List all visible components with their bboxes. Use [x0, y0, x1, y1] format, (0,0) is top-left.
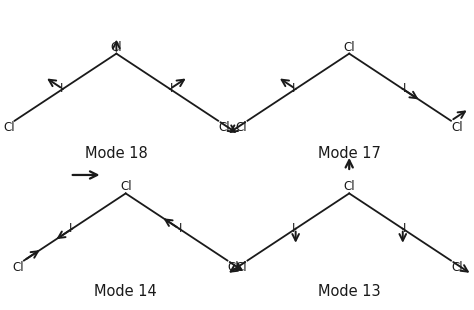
Text: I: I: [59, 82, 63, 95]
Text: Cl: Cl: [228, 260, 239, 273]
Text: Cl: Cl: [236, 260, 247, 273]
Text: I: I: [69, 222, 72, 235]
Text: I: I: [403, 222, 406, 235]
Text: Cl: Cl: [343, 180, 355, 193]
Text: Cl: Cl: [3, 121, 15, 134]
Text: I: I: [179, 222, 182, 235]
Text: I: I: [170, 82, 173, 95]
Text: Cl: Cl: [451, 121, 463, 134]
Text: I: I: [403, 82, 406, 95]
Text: I: I: [292, 82, 296, 95]
Text: I: I: [292, 222, 296, 235]
Text: Mode 18: Mode 18: [85, 146, 148, 161]
Text: Cl: Cl: [236, 121, 247, 134]
Text: Cl: Cl: [451, 260, 463, 273]
Text: Mode 13: Mode 13: [318, 284, 381, 299]
Text: Mode 14: Mode 14: [94, 284, 157, 299]
Text: Cl: Cl: [12, 260, 24, 273]
Text: Cl: Cl: [120, 180, 131, 193]
Text: Cl: Cl: [218, 121, 230, 134]
Text: Cl: Cl: [110, 41, 122, 54]
Text: Mode 17: Mode 17: [318, 146, 381, 161]
Text: Cl: Cl: [343, 41, 355, 54]
